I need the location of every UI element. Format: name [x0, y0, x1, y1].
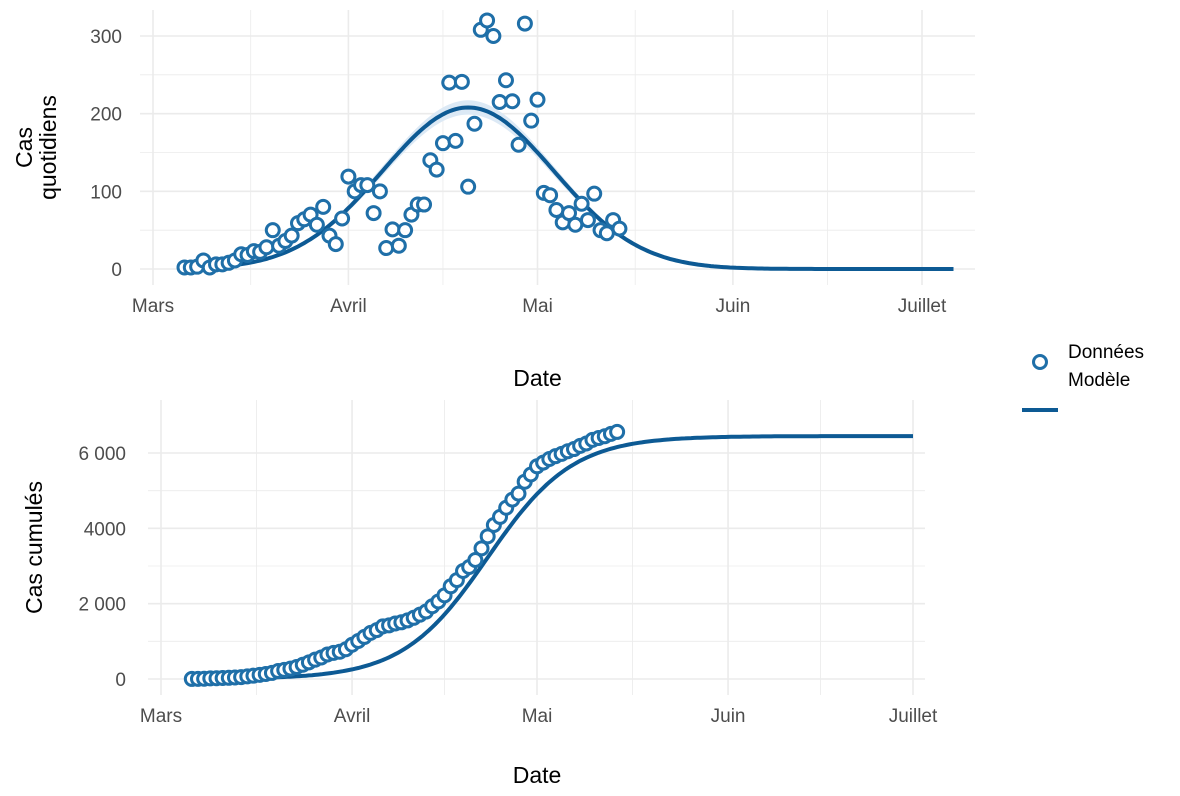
- x-tick-label: Juillet: [898, 296, 947, 317]
- x-axis-title: Date: [513, 365, 562, 391]
- data-point: [473, 540, 490, 557]
- x-tick-label: Juin: [715, 296, 750, 317]
- x-tick-label: Mars: [140, 706, 182, 727]
- data-point: [428, 161, 445, 178]
- data-point: [542, 187, 559, 204]
- data-point: [485, 28, 502, 44]
- data-point: [327, 236, 344, 253]
- data-point: [384, 221, 401, 238]
- data-point: [510, 136, 527, 153]
- y-axis-title: Casquotidiens: [11, 95, 61, 200]
- data-point: [548, 201, 565, 218]
- data-point: [308, 216, 325, 233]
- data-point: [466, 115, 483, 132]
- y-tick-label: 200: [90, 105, 122, 126]
- data-point: [283, 227, 300, 244]
- data-point: [491, 94, 508, 111]
- y-tick-label: 2 000: [78, 595, 126, 616]
- data-point: [609, 423, 626, 440]
- y-axis-title: Cas cumulés: [21, 481, 47, 614]
- data-point: [371, 183, 388, 200]
- data-point: [397, 222, 414, 239]
- data-point: [359, 177, 376, 194]
- data-point: [447, 132, 464, 149]
- y-tick-label: 6 000: [78, 444, 126, 465]
- y-tick-label: 0: [111, 260, 122, 281]
- y-tick-label: 4000: [84, 519, 126, 540]
- legend-label-donnees: Données: [1068, 342, 1144, 363]
- cumulative-cases-panel: 0 2 000 4000 6 000 Mars Avril Mai Juin Juillet Da…: [21, 400, 938, 788]
- data-point: [315, 198, 332, 215]
- data-point: [516, 15, 533, 32]
- data-point: [573, 195, 590, 212]
- model-line: [184, 105, 954, 271]
- x-tick-label: Juin: [711, 706, 746, 727]
- data-point: [390, 237, 407, 254]
- legend-label-modele: Modèle: [1068, 370, 1130, 391]
- x-axis-title: Date: [513, 762, 562, 788]
- grid: [140, 10, 975, 285]
- data-point: [523, 112, 540, 129]
- data-point: [586, 185, 603, 202]
- data-point: [611, 220, 628, 237]
- x-tick-label: Avril: [334, 706, 371, 727]
- data-point: [567, 216, 584, 233]
- data-point: [579, 212, 596, 229]
- data-point: [441, 74, 458, 91]
- data-point: [529, 91, 546, 108]
- data-point: [258, 239, 275, 256]
- y-tick-label: 100: [90, 182, 122, 203]
- data-point: [598, 225, 615, 242]
- data-point: [378, 240, 395, 257]
- y-tick-label: 0: [115, 670, 126, 691]
- data-point: [340, 168, 357, 185]
- data-point: [365, 205, 382, 222]
- data-point: [453, 73, 470, 90]
- legend: Données Modèle: [1022, 342, 1144, 412]
- x-tick-label: Mars: [132, 296, 174, 317]
- grid: [148, 400, 925, 695]
- y-axis-title-line: Cas: [11, 127, 37, 168]
- x-tick-label: Avril: [330, 296, 367, 317]
- daily-cases-panel: 0 100 200 300 Mars Avril Mai Juin Juillet Date Cas…: [11, 10, 975, 391]
- data-point: [497, 72, 514, 89]
- data-point: [416, 196, 433, 213]
- data-point: [504, 93, 521, 110]
- y-axis-title-line: quotidiens: [35, 95, 61, 200]
- model-line: [191, 434, 913, 681]
- data-point: [460, 178, 477, 195]
- x-tick-label: Juillet: [889, 706, 938, 727]
- data-point: [467, 551, 484, 568]
- x-tick-label: Mai: [522, 296, 553, 317]
- data-point: [264, 222, 281, 239]
- data-point: [510, 485, 527, 502]
- model-confidence-band: [184, 100, 658, 269]
- data-point: [479, 12, 496, 29]
- x-tick-label: Mai: [522, 706, 553, 727]
- y-tick-label: 300: [90, 27, 122, 48]
- data-point: [434, 135, 451, 152]
- legend-points-key: [1032, 354, 1048, 370]
- data-point: [561, 205, 578, 222]
- data-point: [334, 210, 351, 227]
